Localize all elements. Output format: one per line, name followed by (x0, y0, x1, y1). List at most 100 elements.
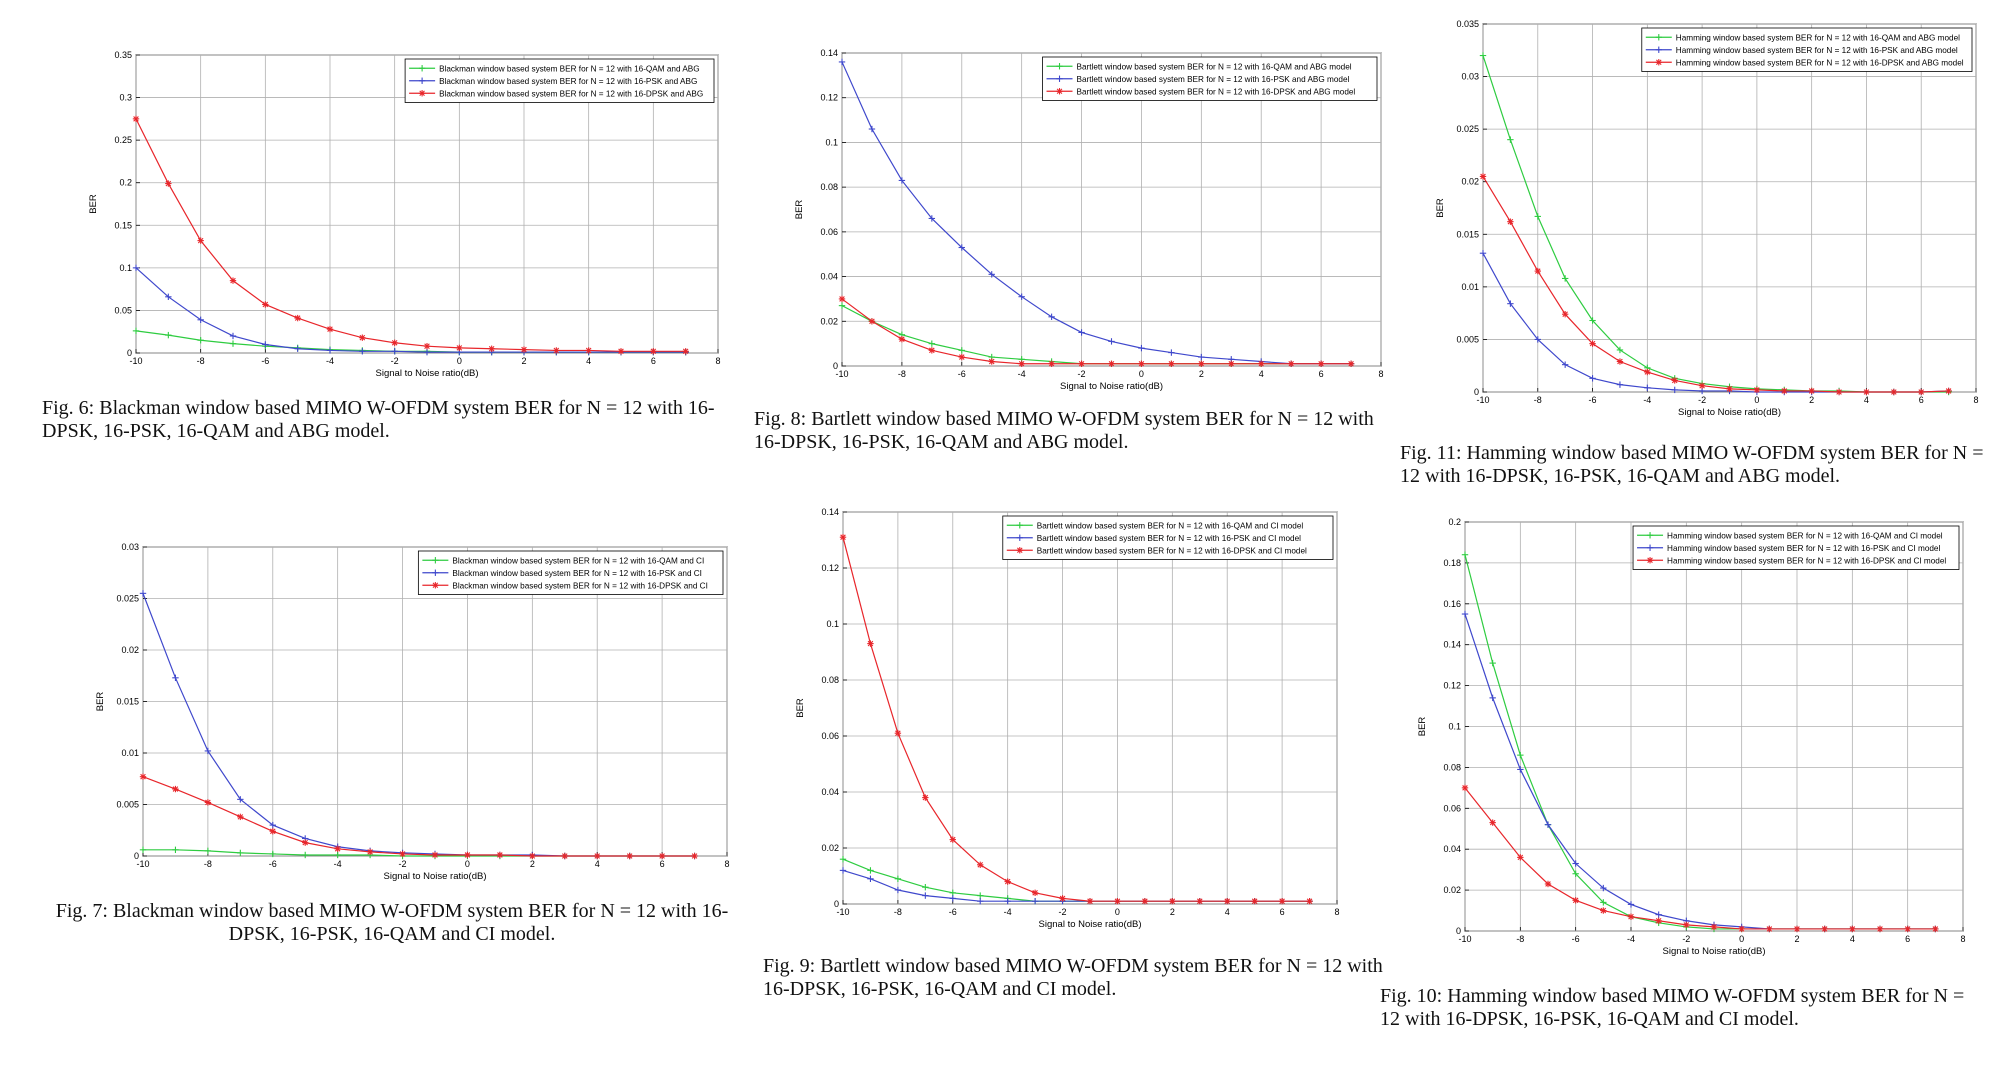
legend-label: Bartlett window based system BER for N =… (1037, 546, 1307, 555)
y-tick-label: 0.02 (1443, 885, 1461, 895)
data-point (1251, 898, 1258, 905)
x-tick-label: 4 (586, 356, 591, 366)
legend-marker (432, 569, 439, 576)
data-point (958, 244, 965, 251)
y-tick-label: 0.35 (114, 50, 132, 60)
legend-marker (1655, 59, 1662, 66)
y-tick-label: 0.01 (1461, 282, 1479, 292)
data-point (1479, 250, 1487, 257)
data-point (204, 847, 212, 855)
y-tick-label: 0.015 (116, 697, 139, 707)
x-tick-label: 8 (724, 859, 729, 869)
legend-label: Hamming window based system BER for N = … (1667, 544, 1940, 553)
data-point (958, 353, 965, 361)
y-tick-label: 0.02 (1461, 177, 1479, 187)
data-point (1793, 925, 1801, 933)
plot-area (842, 511, 1338, 905)
data-point (204, 799, 212, 806)
legend-item: Bartlett window based system BER for N =… (1046, 75, 1350, 84)
data-point (838, 302, 846, 309)
x-tick-label: 2 (530, 859, 535, 869)
legend-item: Bartlett window based system BER for N =… (1006, 521, 1303, 530)
data-point (1683, 921, 1690, 929)
data-point (1489, 819, 1496, 826)
data-point (585, 347, 592, 354)
data-point (1018, 293, 1025, 300)
data-point (399, 850, 406, 858)
data-point (1671, 386, 1678, 394)
data-point (1534, 267, 1541, 275)
y-tick-label: 0 (1474, 387, 1479, 397)
x-tick-label: 8 (1334, 907, 1339, 917)
legend-item: Blackman window based system BER for N =… (409, 89, 703, 98)
y-tick-label: 0.02 (121, 645, 139, 655)
data-point (958, 347, 965, 354)
y-tick-label: 0.025 (1456, 124, 1479, 134)
x-tick-label: 2 (1794, 934, 1799, 944)
data-point (488, 345, 495, 352)
x-tick-label: -2 (1698, 395, 1706, 405)
data-point (1086, 898, 1094, 905)
legend-item: Hamming window based system BER for N = … (1645, 58, 1964, 67)
data-point (1138, 360, 1145, 367)
plot-area (135, 54, 719, 354)
x-tick-label: 8 (715, 356, 720, 366)
data-point (294, 314, 301, 322)
data-point (1890, 388, 1898, 396)
y-tick-label: 0 (134, 851, 139, 861)
legend-label: Hamming window based system BER for N = … (1676, 33, 1960, 42)
data-point (237, 813, 244, 821)
data-point (1138, 344, 1145, 352)
data-point (1655, 911, 1662, 918)
x-tick-label: -6 (958, 369, 966, 379)
data-point (1600, 899, 1607, 906)
data-point (1766, 925, 1773, 933)
y-tick-label: 0.02 (820, 316, 838, 326)
x-tick-label: -2 (391, 356, 399, 366)
legend-label: Hamming window based system BER for N = … (1676, 46, 1958, 55)
data-point (1821, 925, 1828, 933)
legend: Hamming window based system BER for N = … (1641, 27, 1973, 72)
x-tick-label: 2 (1170, 907, 1175, 917)
legend-item: Hamming window based system BER for N = … (1645, 33, 1960, 42)
y-tick-label: 0.06 (820, 227, 838, 237)
y-tick-label: 0.14 (1443, 640, 1461, 650)
x-tick-label: -8 (204, 859, 212, 869)
legend-marker (1646, 557, 1654, 564)
x-tick-label: -2 (1059, 907, 1067, 917)
x-axis: -10 -8 -6 -4 -2 0 2 4 6 8 (835, 53, 1384, 379)
x-tick-label: 6 (1905, 934, 1910, 944)
x-tick-label: -10 (136, 859, 149, 869)
x-tick-label: 4 (1864, 395, 1869, 405)
y-tick-label: 0.03 (1461, 72, 1479, 82)
data-point (1461, 610, 1469, 618)
legend-label: Blackman window based system BER for N =… (452, 581, 708, 590)
data-point (262, 301, 269, 308)
data-point (868, 318, 876, 325)
y-tick-label: 0.12 (820, 93, 838, 103)
legend-item: Bartlett window based system BER for N =… (1046, 62, 1352, 71)
data-point (269, 821, 276, 829)
x-tick-label: -10 (129, 356, 142, 366)
data-point (1932, 925, 1939, 933)
data-point (359, 348, 366, 355)
legend-item: Bartlett window based system BER for N =… (1006, 546, 1307, 555)
y-tick-label: 0.2 (119, 178, 132, 188)
data-point (1168, 360, 1175, 367)
series-line (841, 61, 1352, 365)
legend-label: Blackman window based system BER for N =… (439, 89, 703, 98)
data-point (1198, 360, 1205, 367)
y-tick-label: 0 (1456, 926, 1461, 936)
legend-box (1002, 515, 1334, 560)
data-point (894, 886, 902, 894)
data-point (1507, 218, 1514, 225)
y-tick-label: 0.04 (820, 272, 838, 282)
x-tick-label: -6 (1589, 395, 1597, 405)
data-point (366, 848, 374, 856)
data-point (172, 846, 179, 854)
y-tick-label: 0.06 (1443, 803, 1461, 813)
data-point (1517, 854, 1524, 861)
data-point (1317, 360, 1325, 367)
legend-marker (1016, 534, 1023, 541)
legend-item: Blackman window based system BER for N =… (409, 64, 700, 73)
